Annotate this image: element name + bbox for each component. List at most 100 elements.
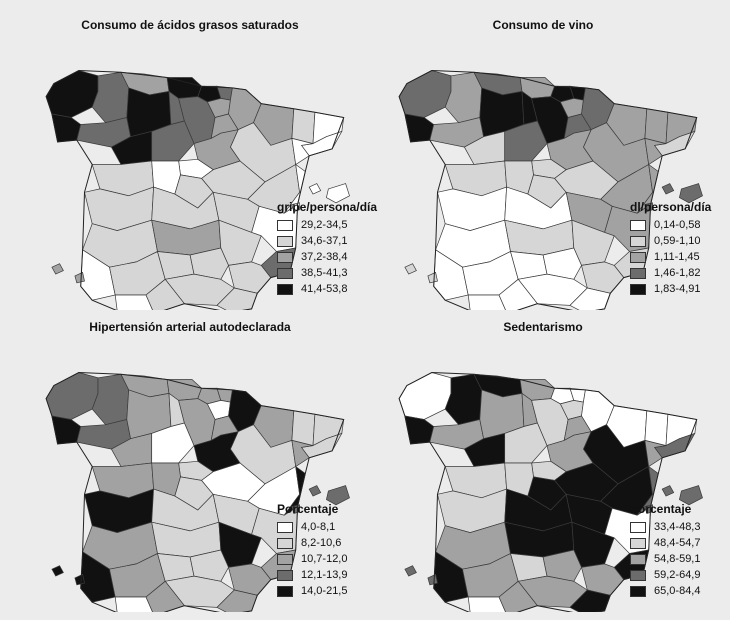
province-canarias bbox=[51, 263, 85, 284]
province-lugo bbox=[91, 71, 130, 124]
legend-swatch bbox=[277, 585, 293, 597]
legend-title: Porcentaje bbox=[277, 502, 339, 516]
province-pontevedra bbox=[404, 415, 435, 445]
legend-item: 1,46-1,82 bbox=[630, 265, 730, 281]
province-coruna bbox=[45, 70, 99, 118]
legend-swatch bbox=[630, 267, 646, 279]
map-title: Consumo de vino bbox=[492, 18, 594, 32]
legend-swatch bbox=[277, 235, 293, 247]
province-canarias bbox=[404, 263, 438, 284]
province-tarragona bbox=[644, 439, 667, 468]
legend-swatch bbox=[630, 235, 646, 247]
legend-item: 1,11-1,45 bbox=[630, 249, 730, 265]
legend-item: 0,59-1,10 bbox=[630, 233, 730, 249]
legend-item: 34,6-37,1 bbox=[277, 233, 377, 249]
legend-label: 48,4-54,7 bbox=[654, 537, 701, 549]
legend-label: 34,6-37,1 bbox=[301, 235, 348, 247]
map-panel-wine: Consumo de vino dl/persona/día 0,14-0,58… bbox=[368, 10, 718, 310]
map-title: Sedentarismo bbox=[503, 320, 583, 334]
legend-item: 33,4-48,3 bbox=[630, 519, 730, 535]
legend-item: 8,2-10,6 bbox=[277, 535, 377, 551]
legend-label: 0,14-0,58 bbox=[654, 219, 701, 231]
province-lleida bbox=[291, 108, 316, 145]
legend-swatch bbox=[630, 521, 646, 533]
legend-label: 1,11-1,45 bbox=[654, 251, 700, 263]
province-tarragona bbox=[291, 439, 314, 468]
legend-swatch bbox=[277, 537, 293, 549]
choropleth-map bbox=[398, 69, 703, 310]
legend-label: 37,2-38,4 bbox=[301, 251, 348, 263]
province-tarragona bbox=[644, 137, 667, 166]
province-canarias bbox=[51, 565, 85, 586]
legend-label: 4,0-8,1 bbox=[301, 521, 336, 533]
province-lugo bbox=[444, 71, 483, 124]
legend-swatch bbox=[277, 553, 293, 565]
map-panel-hypertension: Hipertensión arterial autodeclarada Porc… bbox=[15, 312, 365, 612]
map-legend: gripe/persona/día 29,2-34,5 34,6-37,1 37… bbox=[277, 200, 377, 297]
province-pontevedra bbox=[51, 415, 82, 445]
legend-label: 29,2-34,5 bbox=[301, 219, 348, 231]
province-jaen bbox=[542, 549, 582, 582]
map-legend: dl/persona/día 0,14-0,58 0,59-1,10 1,11-… bbox=[630, 200, 730, 297]
province-almeria bbox=[569, 589, 611, 612]
legend-item: 29,2-34,5 bbox=[277, 217, 377, 233]
province-cadiz bbox=[114, 596, 153, 612]
province-pontevedra bbox=[404, 113, 435, 143]
legend-label: 33,4-48,3 bbox=[654, 521, 701, 533]
legend-swatch bbox=[277, 219, 293, 231]
peninsula-outline bbox=[398, 371, 698, 612]
legend-label: 59,2-64,9 bbox=[654, 569, 701, 581]
choropleth-map bbox=[45, 69, 350, 310]
legend-label: 54,8-59,1 bbox=[654, 553, 701, 565]
province-almeria bbox=[216, 589, 258, 612]
legend-label: 0,59-1,10 bbox=[654, 235, 701, 247]
province-jaen bbox=[189, 549, 229, 582]
peninsula-outline bbox=[45, 69, 345, 310]
province-jaen bbox=[542, 247, 582, 280]
province-lleida bbox=[644, 108, 669, 145]
legend-swatch bbox=[277, 283, 293, 295]
legend-swatch bbox=[630, 251, 646, 263]
legend-swatch bbox=[277, 267, 293, 279]
legend-label: 65,0-84,4 bbox=[654, 585, 701, 597]
legend-label: 8,2-10,6 bbox=[301, 537, 342, 549]
legend-item: 59,2-64,9 bbox=[630, 567, 730, 583]
peninsula-outline bbox=[45, 371, 345, 612]
province-lugo bbox=[444, 373, 483, 426]
legend-swatch bbox=[277, 569, 293, 581]
choropleth-map bbox=[398, 371, 703, 612]
legend-label: 10,7-12,0 bbox=[301, 553, 348, 565]
province-jaen bbox=[189, 247, 229, 280]
legend-label: 14,0-21,5 bbox=[301, 585, 348, 597]
legend-swatch bbox=[630, 537, 646, 549]
province-lugo bbox=[91, 373, 130, 426]
province-pontevedra bbox=[51, 113, 82, 143]
map-title: Hipertensión arterial autodeclarada bbox=[89, 320, 291, 334]
legend-item: 41,4-53,8 bbox=[277, 281, 377, 297]
legend-item: 37,2-38,4 bbox=[277, 249, 377, 265]
province-coruna bbox=[45, 372, 99, 420]
map-legend: Porcentaje 4,0-8,1 8,2-10,6 10,7-12,0 12… bbox=[277, 502, 377, 599]
legend-item: 38,5-41,3 bbox=[277, 265, 377, 281]
legend-swatch bbox=[630, 553, 646, 565]
province-lleida bbox=[644, 410, 669, 447]
legend-label: 12,1-13,9 bbox=[301, 569, 348, 581]
legend-item: 48,4-54,7 bbox=[630, 535, 730, 551]
peninsula-outline bbox=[398, 69, 698, 310]
map-legend: Porcentaje 33,4-48,3 48,4-54,7 54,8-59,1… bbox=[630, 502, 730, 599]
map-title: Consumo de ácidos grasos saturados bbox=[81, 18, 299, 32]
legend-swatch bbox=[630, 585, 646, 597]
legend-item: 4,0-8,1 bbox=[277, 519, 377, 535]
map-panel-sedentarism: Sedentarismo Porcentaje 33,4-48,3 48,4-5… bbox=[368, 312, 718, 612]
legend-swatch bbox=[630, 219, 646, 231]
province-lleida bbox=[291, 410, 316, 447]
legend-item: 0,14-0,58 bbox=[630, 217, 730, 233]
province-coruna bbox=[398, 70, 452, 118]
province-canarias bbox=[404, 565, 438, 586]
map-panel-saturated-fat: Consumo de ácidos grasos saturados gripe… bbox=[15, 10, 377, 310]
legend-label: 38,5-41,3 bbox=[301, 267, 348, 279]
province-cadiz bbox=[467, 596, 506, 612]
legend-swatch bbox=[277, 251, 293, 263]
legend-label: 1,46-1,82 bbox=[654, 267, 701, 279]
province-tarragona bbox=[291, 137, 314, 166]
